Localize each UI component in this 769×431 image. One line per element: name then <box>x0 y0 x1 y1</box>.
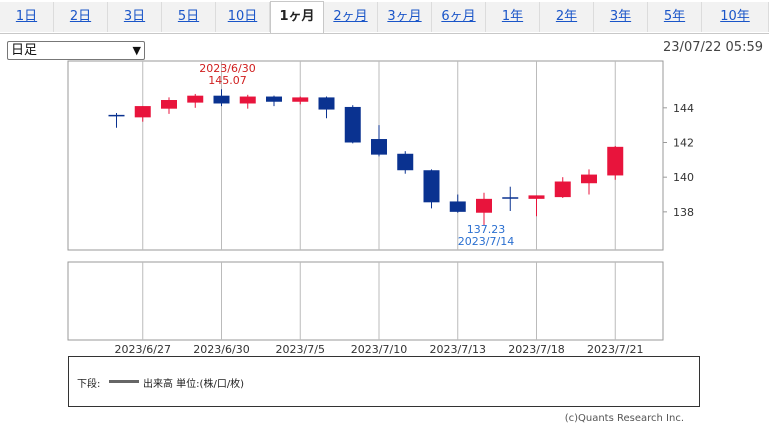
candle-body <box>449 201 466 212</box>
tab-5[interactable]: 1ヶ月 <box>270 1 324 33</box>
legend-box: 下段: 出来高 単位:(株/口/枚) <box>68 356 700 407</box>
x-tick-label: 2023/6/27 <box>115 343 171 356</box>
volume-panel-frame <box>67 261 664 341</box>
low-annotation-value: 137.23 <box>467 223 506 236</box>
timestamp: 23/07/22 05:59 <box>663 40 763 55</box>
x-tick-label: 2023/7/5 <box>276 343 325 356</box>
period-select-value: 日足 <box>11 43 38 58</box>
tab-0[interactable]: 1日 <box>0 2 54 32</box>
candle-body <box>134 106 151 118</box>
candle-body <box>239 96 256 104</box>
tab-2[interactable]: 3日 <box>108 2 162 32</box>
period-select[interactable]: 日足 ▼ <box>7 41 145 60</box>
high-annotation-date: 2023/6/30 <box>199 62 255 75</box>
candle-body <box>213 95 230 104</box>
candle-body <box>371 139 387 155</box>
candle-body <box>292 97 309 102</box>
tab-7[interactable]: 3ヶ月 <box>378 2 432 32</box>
copyright: (c)Quants Research Inc. <box>564 413 684 424</box>
tab-divider <box>0 33 769 34</box>
tab-1[interactable]: 2日 <box>54 2 108 32</box>
tab-3[interactable]: 5日 <box>162 2 216 32</box>
tab-8[interactable]: 6ヶ月 <box>432 2 486 32</box>
chevron-down-icon: ▼ <box>132 44 141 57</box>
tab-10[interactable]: 2年 <box>540 2 594 32</box>
candle-body <box>318 97 335 110</box>
candle-body <box>423 170 440 203</box>
candle-body <box>554 181 571 198</box>
tab-4[interactable]: 10日 <box>216 2 270 32</box>
candle-body <box>607 146 624 176</box>
y-tick-label: 144 <box>673 102 694 115</box>
tab-6[interactable]: 2ヶ月 <box>324 2 378 32</box>
price-panel-frame <box>67 60 664 251</box>
candle-body <box>161 100 177 109</box>
x-tick-label: 2023/7/13 <box>430 343 486 356</box>
candle-body <box>397 153 414 171</box>
tab-9[interactable]: 1年 <box>486 2 540 32</box>
legend-label: 下段: <box>77 379 101 390</box>
tab-13[interactable]: 10年 <box>702 2 769 32</box>
x-tick-label: 2023/6/30 <box>193 343 249 356</box>
candle-body <box>187 95 204 103</box>
period-tabs: 1日 2日 3日 5日 10日 1ヶ月 2ヶ月 3ヶ月 6ヶ月 1年 2年 3年 5年 10年 <box>0 0 769 34</box>
candle-body <box>581 174 597 184</box>
x-tick-label: 2023/7/21 <box>587 343 643 356</box>
candle-body <box>528 195 545 199</box>
x-tick-label: 2023/7/10 <box>351 343 407 356</box>
tab-12[interactable]: 5年 <box>648 2 702 32</box>
volume-line-swatch <box>109 380 139 383</box>
candle-body <box>344 106 361 143</box>
high-annotation-value: 145.07 <box>208 74 247 87</box>
x-tick-label: 2023/7/18 <box>508 343 564 356</box>
y-tick-label: 142 <box>673 136 694 149</box>
candle-body <box>266 96 282 102</box>
y-tick-label: 140 <box>673 171 694 184</box>
low-annotation-date: 2023/7/14 <box>458 235 514 248</box>
tab-11[interactable]: 3年 <box>594 2 648 32</box>
y-tick-label: 138 <box>673 206 694 219</box>
candle-body <box>476 198 492 213</box>
legend-text: 出来高 単位:(株/口/枚) <box>143 379 245 390</box>
